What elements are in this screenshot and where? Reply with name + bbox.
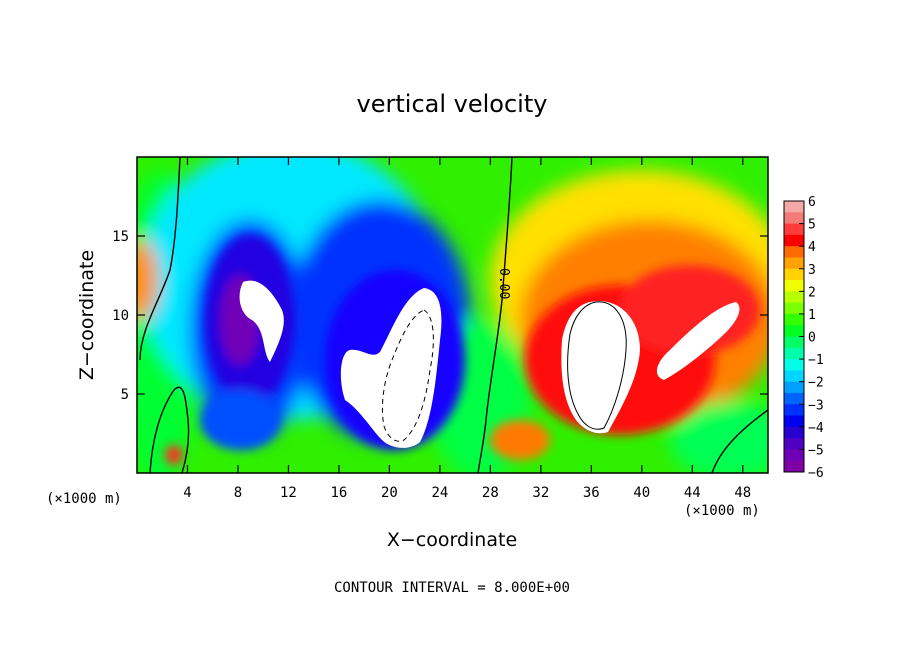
colorbar-swatch: [784, 257, 804, 270]
zero-contour-left: [139, 157, 181, 361]
x-tick-label: 4: [183, 485, 191, 501]
colorbar-tick-label: −5: [808, 443, 824, 458]
colorbar-tick-label: 4: [808, 240, 816, 255]
x-tick-label: 8: [234, 485, 242, 501]
zero-contour-bottom-left: [149, 386, 190, 473]
x-tick-label: 40: [633, 485, 650, 501]
white-updraft-arm: [656, 302, 740, 380]
updraft-core-contour: [567, 301, 627, 430]
colorbar-tick-label: −4: [808, 421, 824, 436]
field-orange-edge: [137, 240, 158, 320]
colorbar-swatch: [784, 234, 804, 247]
downdraft-dashed-contour: [381, 309, 434, 442]
colorbar-swatch: [784, 438, 804, 450]
colorbar-swatch: [784, 268, 804, 281]
colorbar-swatch: [784, 223, 804, 236]
contour-interval-note: CONTOUR INTERVAL = 8.000E+00: [334, 580, 570, 596]
x-tick-label: 44: [684, 485, 701, 501]
colorbar-tick-label: −2: [808, 376, 824, 391]
zero-contour-bottom-right: [711, 409, 768, 473]
field-green-low-right: [670, 400, 768, 473]
colorbar-tick-label: −3: [808, 398, 824, 413]
x-axis-ticks: 4 8 12 16 20 24 28 32 36 40 44 48: [183, 157, 751, 501]
x-tick-label: 28: [482, 485, 499, 501]
colorbar-tick-label: −1: [808, 353, 824, 368]
colorbar-swatch: [784, 404, 804, 417]
x-tick-label: 32: [532, 485, 549, 501]
colorbar-swatch: [784, 201, 804, 213]
heatmap-field: 0.00: [137, 157, 768, 473]
y-tick-label: 10: [112, 308, 129, 324]
x-axis-label: X−coordinate: [387, 529, 517, 551]
field-red-spot: [165, 445, 183, 465]
colorbar-swatch: [784, 370, 804, 383]
colorbar-tick-label: 2: [808, 285, 816, 300]
colorbar-swatch: [784, 426, 804, 439]
colorbar-swatch: [784, 280, 804, 292]
x-tick-label: 36: [583, 485, 600, 501]
x-unit-label-right: (×1000 m): [684, 503, 760, 519]
contour-label: 0.00: [496, 268, 511, 299]
colorbar-tick-label: −6: [808, 466, 824, 481]
colorbar-swatch: [784, 347, 804, 360]
x-unit-label-left: (×1000 m): [46, 491, 122, 507]
colorbar-swatch: [784, 212, 804, 225]
y-axis-label: Z−coordinate: [76, 250, 98, 380]
zero-contour-center: [477, 157, 513, 473]
saturated-regions: [239, 280, 740, 448]
colorbar-swatch: [784, 313, 804, 326]
y-tick-label: 5: [121, 387, 129, 403]
colorbar-swatch: [784, 415, 804, 428]
x-tick-label: 12: [280, 485, 297, 501]
colorbar-swatch: [784, 359, 804, 371]
colorbar-swatch: [784, 460, 804, 473]
x-tick-label: 24: [431, 485, 448, 501]
y-axis-ticks: 5 10 15: [112, 229, 768, 403]
field-blue-bottom: [200, 390, 280, 450]
colorbar-swatch: [784, 302, 804, 315]
x-tick-label: 48: [734, 485, 751, 501]
colorbar-tick-label: 0: [808, 331, 816, 346]
field-orange-low: [490, 420, 550, 460]
colorbar-swatch: [784, 381, 804, 394]
white-downdraft-mid: [340, 288, 442, 448]
y-tick-label: 15: [112, 229, 129, 245]
colorbar-tick-label: 6: [808, 195, 816, 210]
colorbar: 6 5 4 3 2 1 0 −1 −2 −3 −4 −5 −6: [783, 195, 824, 481]
colorbar-swatch: [784, 336, 804, 349]
colorbar-tick-label: 3: [808, 263, 816, 278]
chart-title: vertical velocity: [357, 90, 548, 118]
x-tick-label: 20: [381, 485, 398, 501]
colorbar-tick-label: 5: [808, 218, 816, 233]
colorbar-tick-label: 1: [808, 308, 816, 323]
colorbar-swatch: [784, 246, 804, 258]
white-updraft-core: [561, 301, 640, 434]
colorbar-swatch: [784, 392, 804, 405]
x-tick-label: 16: [330, 485, 347, 501]
white-downdraft-left: [239, 280, 284, 362]
colorbar-swatch: [784, 291, 804, 304]
colorbar-swatch: [784, 449, 804, 462]
colorbar-swatch: [784, 325, 804, 337]
contour-lines: [139, 157, 768, 473]
